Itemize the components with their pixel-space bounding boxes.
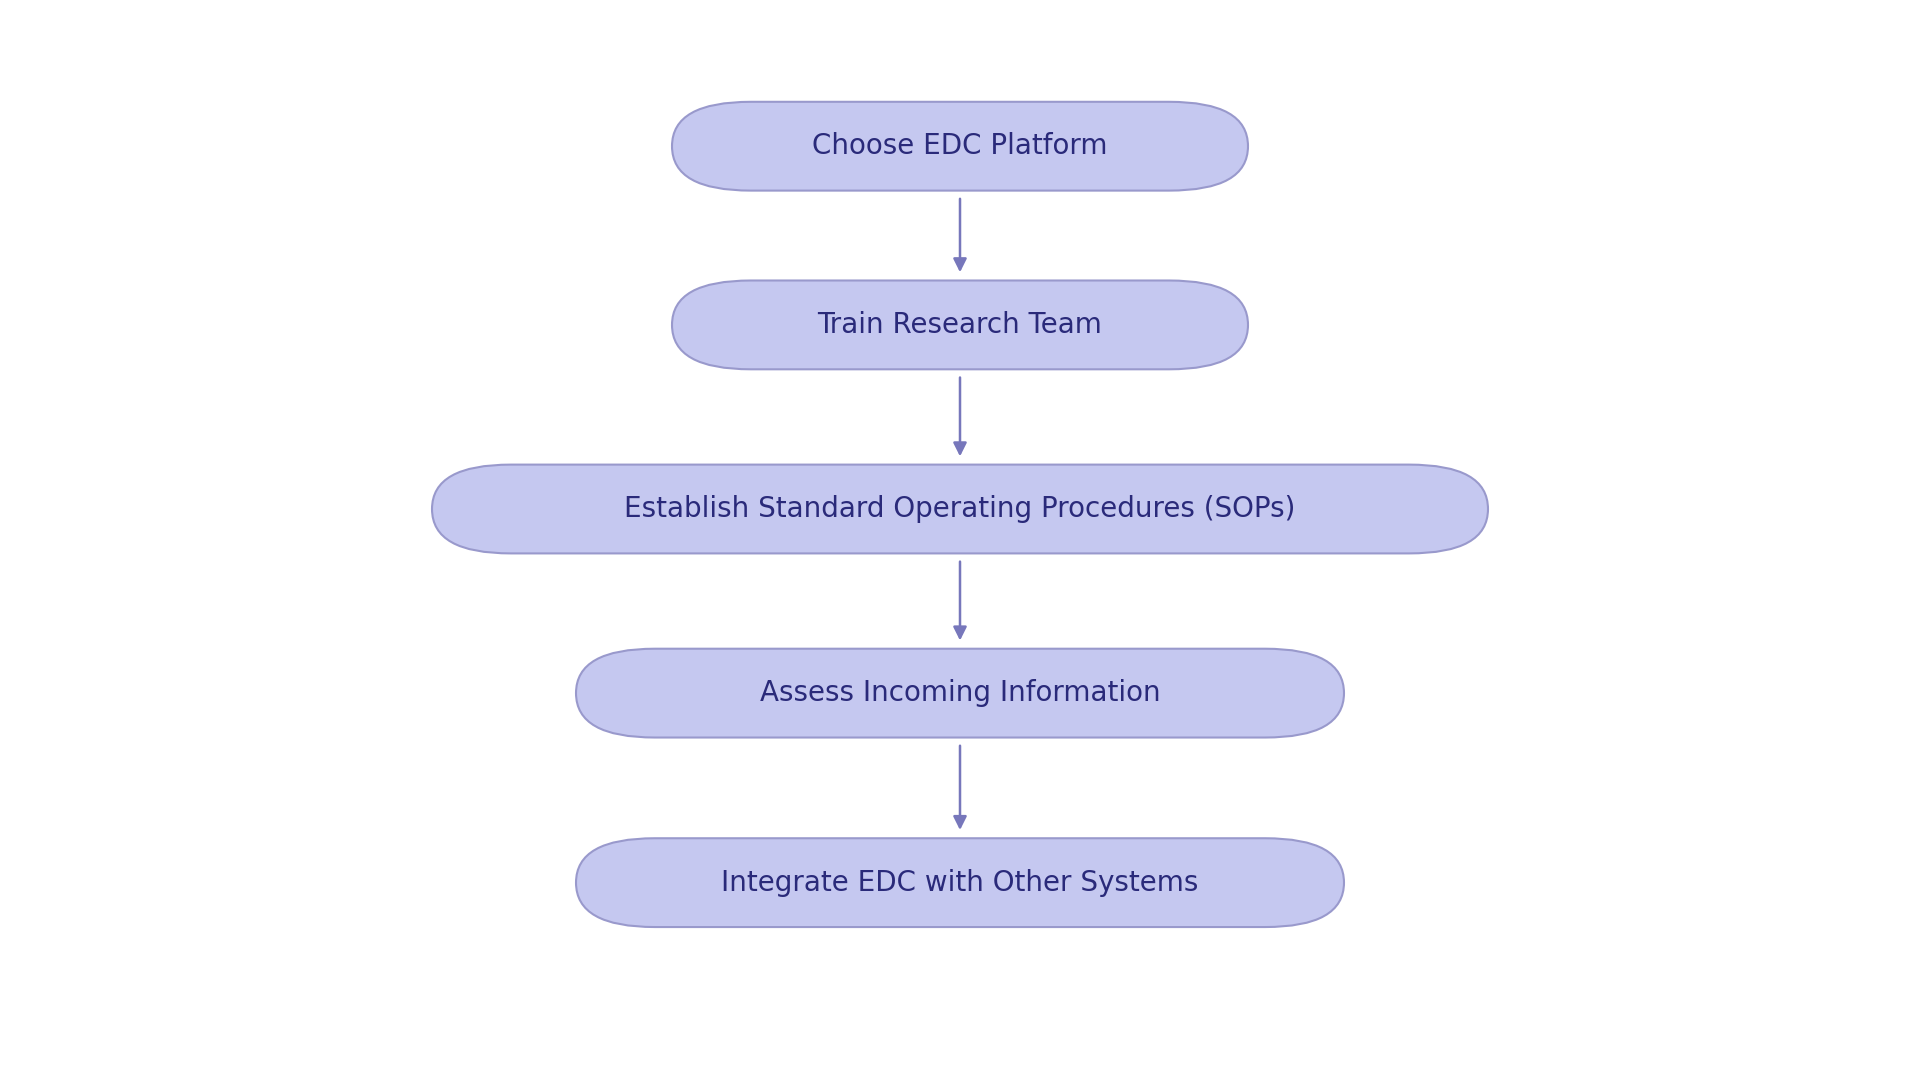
FancyBboxPatch shape xyxy=(432,465,1488,553)
Text: Establish Standard Operating Procedures (SOPs): Establish Standard Operating Procedures … xyxy=(624,495,1296,523)
Text: Choose EDC Platform: Choose EDC Platform xyxy=(812,132,1108,160)
FancyBboxPatch shape xyxy=(672,102,1248,191)
Text: Assess Incoming Information: Assess Incoming Information xyxy=(760,679,1160,707)
FancyBboxPatch shape xyxy=(576,838,1344,927)
Text: Integrate EDC with Other Systems: Integrate EDC with Other Systems xyxy=(722,869,1198,897)
Text: Train Research Team: Train Research Team xyxy=(818,311,1102,339)
FancyBboxPatch shape xyxy=(576,649,1344,738)
FancyBboxPatch shape xyxy=(672,280,1248,369)
